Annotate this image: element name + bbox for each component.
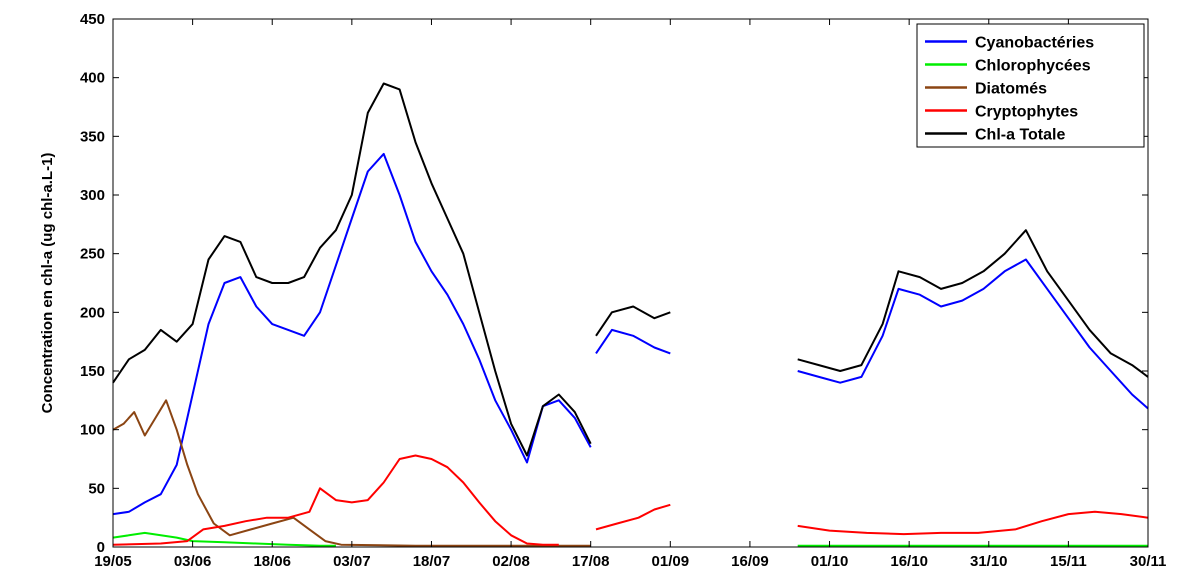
series-line-chl-a-totale-3 — [797, 229, 1149, 378]
y-tick-label: 150 — [80, 363, 105, 380]
x-tick-label: 18/06 — [253, 553, 291, 570]
y-tick-label: 100 — [80, 422, 105, 439]
legend-label: Cryptophytes — [975, 104, 1078, 121]
series-layer — [112, 82, 1149, 547]
x-tick-label: 01/09 — [652, 553, 690, 570]
x-tick-label: 31/10 — [970, 553, 1008, 570]
y-tick-label: 0 — [97, 539, 105, 556]
series-line-diatomes-1 — [112, 399, 591, 547]
axis-frame — [112, 18, 1149, 548]
x-axis: 19/05 03/06 18/06 03/07 18/07 02/08 17/08 01/09… — [94, 19, 1166, 570]
series-line-cryptophytes-2 — [595, 503, 671, 531]
legend: Cyanobactéries Chlorophycées Diatomés Crypt… — [916, 23, 1145, 148]
y-axis: 0 50 100 150 200 250 300 350 400 450 — [80, 11, 1148, 556]
y-tick-label: 50 — [88, 480, 105, 497]
series-line-cyanobacteries-1 — [112, 152, 592, 516]
series-line-cyanobacteries-2 — [595, 328, 671, 355]
x-tick-label: 16/10 — [890, 553, 928, 570]
y-tick-label: 300 — [80, 187, 105, 204]
x-tick-label: 15/11 — [1050, 553, 1087, 570]
series-line-chl-a-totale-2 — [595, 305, 671, 337]
y-tick-label: 200 — [80, 304, 105, 321]
y-tick-label: 450 — [80, 11, 105, 28]
y-axis-label: Concentration en chl-a (ug chl-a.L-1) — [39, 153, 56, 414]
x-tick-label: 03/06 — [174, 553, 212, 570]
series-line-cryptophytes-1 — [112, 454, 559, 546]
x-tick-label: 01/10 — [811, 553, 849, 570]
y-tick-label: 350 — [80, 128, 105, 145]
axis-box — [112, 18, 1149, 548]
legend-label: Cyanobactéries — [975, 35, 1094, 52]
legend-label: Chl-a Totale — [975, 127, 1065, 144]
x-tick-label: 16/09 — [731, 553, 769, 570]
x-tick-label: 19/05 — [94, 553, 132, 570]
x-tick-label: 18/07 — [413, 553, 451, 570]
x-tick-label: 02/08 — [492, 553, 530, 570]
y-tick-label: 250 — [80, 246, 105, 263]
y-tick-label: 400 — [80, 70, 105, 87]
legend-label: Diatomés — [975, 81, 1047, 98]
series-line-cryptophytes-3 — [797, 510, 1149, 536]
series-line-cyanobacteries-3 — [797, 258, 1149, 410]
legend-box — [916, 23, 1145, 148]
series-line-chl-a-totale-1 — [112, 82, 592, 457]
x-tick-label: 17/08 — [572, 553, 610, 570]
legend-label: Chlorophycées — [975, 58, 1091, 75]
x-tick-label: 30/11 — [1130, 553, 1167, 570]
x-tick-label: 03/07 — [333, 553, 371, 570]
